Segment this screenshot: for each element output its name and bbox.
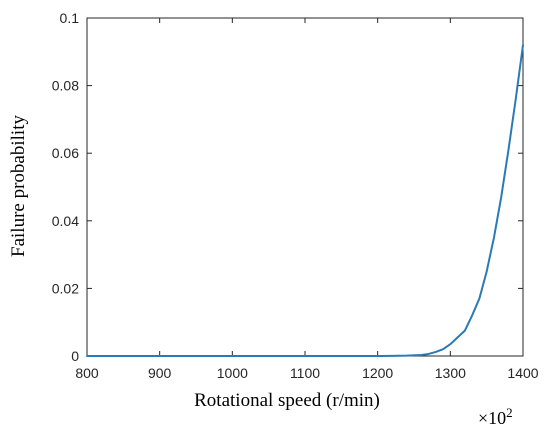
y-tick-label: 0.08 — [52, 78, 79, 94]
x-tick-label: 1200 — [362, 365, 393, 381]
y-tick-label: 0.02 — [52, 280, 79, 296]
x-axis-multiplier-exponent: 2 — [506, 405, 513, 420]
x-tick-label: 1300 — [435, 365, 466, 381]
x-tick-label: 1000 — [217, 365, 248, 381]
x-axis-multiplier-base: ×10 — [478, 408, 506, 428]
y-tick-label: 0.04 — [52, 213, 79, 229]
ticks: 800 900 1000 1100 1200 1300 1400 0 0.02 0.04 0.06 0… — [52, 10, 539, 381]
y-axis-label: Failure probability — [8, 115, 29, 257]
x-axis-multiplier: ×102 — [478, 405, 513, 428]
x-axis-label: Rotational speed (r/min) — [194, 390, 380, 411]
y-tick-label: 0.1 — [60, 10, 80, 26]
plot-frame — [86, 17, 524, 357]
x-tick-label: 800 — [75, 365, 99, 381]
x-tick-label: 900 — [148, 365, 172, 381]
series-group — [86, 44, 524, 357]
x-tick-label: 1100 — [290, 365, 320, 381]
y-tick-label: 0 — [71, 348, 79, 364]
series-line — [86, 44, 524, 357]
y-tick-label: 0.06 — [52, 145, 79, 161]
axes — [86, 17, 524, 357]
x-tick-label: 1400 — [507, 365, 538, 381]
